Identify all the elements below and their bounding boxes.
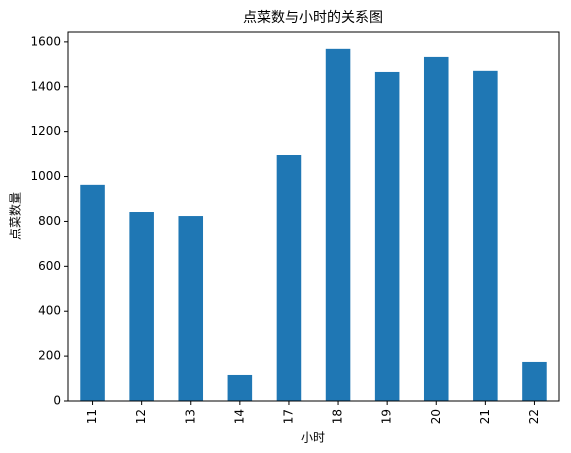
bar xyxy=(325,48,351,401)
y-tick-label: 1600 xyxy=(30,34,61,48)
x-tick-label: 18 xyxy=(331,409,345,424)
bar xyxy=(276,155,302,401)
x-axis-label: 小时 xyxy=(301,431,325,445)
y-tick-label: 1400 xyxy=(30,79,61,93)
bar xyxy=(473,70,498,401)
y-axis-label: 点菜数量 xyxy=(8,192,23,240)
y-tick-label: 600 xyxy=(38,259,61,273)
y-tick-label: 200 xyxy=(38,349,61,363)
x-tick-label: 21 xyxy=(478,409,492,424)
y-tick-label: 800 xyxy=(38,214,61,228)
x-tick-label: 14 xyxy=(232,409,246,424)
x-tick-label: 19 xyxy=(380,409,394,424)
bar xyxy=(178,216,204,401)
y-tick-label: 1200 xyxy=(30,124,61,138)
x-tick-label: 12 xyxy=(134,409,148,424)
bar xyxy=(423,56,449,401)
bar xyxy=(227,374,253,401)
y-tick-label: 400 xyxy=(38,304,61,318)
x-tick-label: 13 xyxy=(183,409,197,424)
plot-frame xyxy=(67,31,560,402)
chart-title: 点菜数与小时的关系图 xyxy=(243,10,383,26)
x-tick-label: 20 xyxy=(429,409,443,424)
bar xyxy=(522,361,547,401)
x-tick-label: 22 xyxy=(527,409,541,424)
x-tick-label: 17 xyxy=(281,409,295,424)
bar xyxy=(374,71,400,402)
y-tick-label: 0 xyxy=(53,394,61,408)
x-tick-label: 11 xyxy=(85,409,99,424)
bar xyxy=(129,212,154,401)
bar xyxy=(80,184,105,401)
y-tick-label: 1000 xyxy=(30,169,61,183)
